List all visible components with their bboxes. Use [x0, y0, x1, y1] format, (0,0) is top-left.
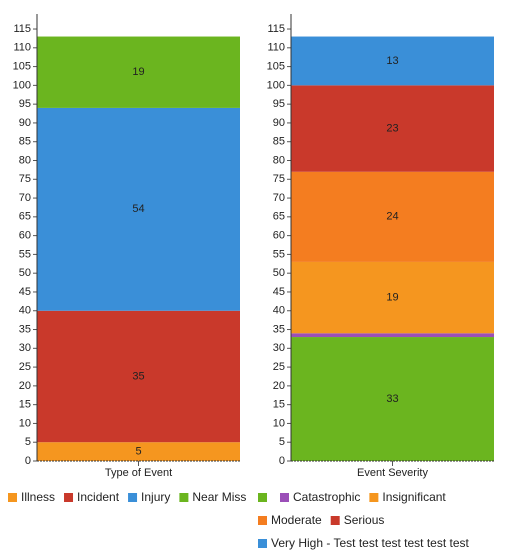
y-tick-label: 15 — [273, 399, 285, 411]
y-tick-label: 50 — [273, 267, 285, 279]
y-tick-label: 75 — [273, 173, 285, 185]
y-tick-label: 80 — [273, 154, 285, 166]
bar-segment — [37, 107, 240, 311]
bar-segment — [291, 261, 494, 334]
y-tick-label: 95 — [19, 98, 31, 110]
data-label: 24 — [386, 211, 398, 223]
bar-segment — [291, 333, 494, 338]
y-tick-label: 115 — [267, 23, 285, 35]
y-tick-label: 5 — [25, 436, 31, 448]
data-label: 23 — [386, 122, 398, 134]
data-label: 54 — [132, 203, 144, 215]
y-tick-label: 60 — [19, 230, 31, 242]
y-tick-label: 40 — [273, 305, 285, 317]
y-tick-label: 30 — [19, 342, 31, 354]
data-label: 13 — [386, 55, 398, 67]
y-tick-label: 35 — [19, 323, 31, 335]
y-tick-label: 110 — [13, 42, 31, 54]
y-tick-label: 65 — [19, 211, 31, 223]
y-tick-label: 15 — [19, 399, 31, 411]
legend-swatch — [64, 493, 74, 502]
y-tick-label: 35 — [273, 323, 285, 335]
y-tick-label: 5 — [279, 436, 285, 448]
legend-label: Injury — [141, 490, 170, 504]
y-tick-label: 20 — [273, 380, 285, 392]
y-tick-label: 105 — [267, 60, 285, 72]
y-tick-label: 10 — [273, 417, 285, 429]
legend-label: Serious — [344, 513, 385, 527]
y-tick-label: 40 — [19, 305, 31, 317]
y-tick-label: 100 — [267, 79, 285, 91]
legend-label: Near Miss — [192, 490, 246, 504]
legend-swatch — [8, 493, 17, 502]
bar-segment — [291, 85, 494, 172]
y-tick-label: 55 — [19, 248, 31, 260]
data-label: 19 — [386, 292, 398, 304]
legend-swatch — [369, 493, 379, 502]
y-tick-label: 75 — [19, 173, 31, 185]
y-tick-label: 70 — [19, 192, 31, 204]
y-tick-label: 100 — [13, 79, 31, 91]
y-tick-label: 45 — [273, 286, 285, 298]
legend-swatch — [128, 493, 138, 502]
data-label: 35 — [132, 370, 144, 382]
y-tick-label: 85 — [19, 136, 31, 148]
y-tick-label: 65 — [273, 211, 285, 223]
y-tick-label: 90 — [19, 117, 31, 129]
y-tick-label: 30 — [273, 342, 285, 354]
bar-segment — [37, 442, 240, 461]
legend-label: Moderate — [271, 513, 322, 527]
y-tick-label: 95 — [273, 98, 285, 110]
y-tick-label: 50 — [19, 267, 31, 279]
x-tick-label: Event Severity — [357, 467, 428, 479]
legend-label: Insignificant — [382, 490, 446, 504]
legend-swatch — [258, 493, 267, 502]
legend-label: Illness — [21, 490, 55, 504]
y-tick-label: 105 — [13, 60, 31, 72]
data-label: 33 — [386, 393, 398, 405]
y-tick-label: 80 — [19, 154, 31, 166]
y-tick-label: 10 — [19, 417, 31, 429]
legend-swatch — [179, 493, 189, 502]
y-tick-label: 90 — [273, 117, 285, 129]
legend-label: Very High - Test test test test test tes… — [271, 536, 470, 550]
legend-swatch — [258, 539, 267, 548]
data-label: 19 — [132, 66, 144, 78]
legend-swatch — [258, 516, 267, 525]
bar-segment — [37, 36, 240, 108]
y-tick-label: 85 — [273, 136, 285, 148]
y-tick-label: 110 — [267, 42, 285, 54]
legend-label: Catastrophic — [293, 490, 360, 504]
legend-label: Incident — [77, 490, 120, 504]
y-tick-label: 25 — [273, 361, 285, 373]
y-tick-label: 20 — [19, 380, 31, 392]
bar-segment — [291, 171, 494, 262]
bar-segment — [37, 310, 240, 443]
y-tick-label: 45 — [19, 286, 31, 298]
legend-swatch — [280, 493, 289, 502]
bar-segment — [291, 36, 494, 86]
y-tick-label: 0 — [25, 455, 31, 467]
bar-segment — [291, 337, 494, 461]
y-tick-label: 70 — [273, 192, 285, 204]
y-tick-label: 60 — [273, 230, 285, 242]
y-tick-label: 55 — [273, 248, 285, 260]
y-tick-label: 115 — [13, 23, 31, 35]
y-tick-label: 25 — [19, 361, 31, 373]
y-tick-label: 0 — [279, 455, 285, 467]
legend-swatch — [330, 516, 340, 525]
x-tick-label: Type of Event — [105, 467, 172, 479]
data-label: 5 — [135, 446, 141, 458]
